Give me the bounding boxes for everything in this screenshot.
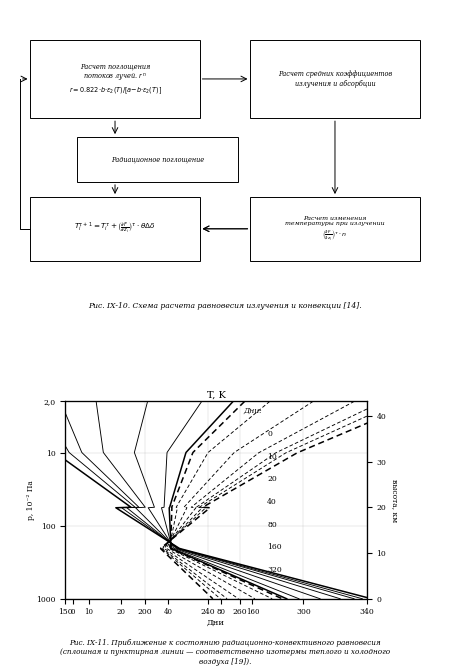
Text: Рис. IХ-10. Схема расчета равновесия излучения и конвекции [14].: Рис. IХ-10. Схема расчета равновесия изл… [88,302,362,310]
X-axis label: Дни: Дни [207,619,225,628]
FancyBboxPatch shape [31,39,200,118]
Text: 320: 320 [267,566,282,574]
Text: 20: 20 [267,476,277,484]
Text: Расчет изменения
температуры при излучении
$\left(\frac{\partial F}{\partial z_i: Расчет изменения температуры при излучен… [285,215,385,242]
FancyBboxPatch shape [77,137,238,182]
Text: Дни:: Дни: [243,407,262,415]
Y-axis label: p, 10⁻² Па: p, 10⁻² Па [27,480,35,520]
Text: Радиационное поглощение: Радиационное поглощение [111,155,204,163]
Text: Расчет средних коэффициентов
излучения и абсорбции: Расчет средних коэффициентов излучения и… [278,70,392,88]
Text: $T_i^{\tau+1} = T_i^{\tau} + \left(\frac{\partial F}{\partial z_i}\right)^{\tau}: $T_i^{\tau+1} = T_i^{\tau} + \left(\frac… [74,221,156,236]
Text: Расчет поглощения
потоков лучей. $r^n$
$r{=}0.822{\cdot}b{\cdot}\varepsilon_2(T): Расчет поглощения потоков лучей. $r^n$ $… [68,62,162,96]
FancyBboxPatch shape [250,197,419,261]
FancyBboxPatch shape [31,197,200,261]
Text: 10: 10 [267,453,277,461]
Text: 40: 40 [267,498,277,506]
Y-axis label: высота, км: высота, км [391,478,399,522]
Text: 0: 0 [267,430,272,438]
Text: 160: 160 [267,543,282,551]
Title: T, K: T, K [207,390,225,399]
Text: 80: 80 [267,520,277,529]
Text: Рис. IХ-11. Приближение к состоянию радиационно-конвективного равновесия
(сплошн: Рис. IХ-11. Приближение к состоянию ради… [60,640,390,666]
FancyBboxPatch shape [250,39,419,118]
